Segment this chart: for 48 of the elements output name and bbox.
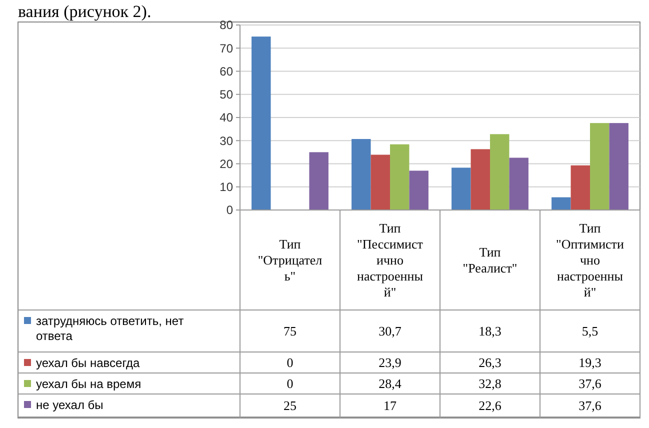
data-label: 0: [286, 355, 294, 370]
x-tick-label: Тип "Отрицатель": [258, 236, 323, 284]
bar: [309, 152, 328, 210]
data-label: 32,8: [478, 376, 502, 392]
bar: [490, 134, 510, 210]
data-label: 26,3: [478, 355, 502, 370]
bar: [609, 123, 628, 210]
data-label: 18,3: [478, 324, 502, 339]
y-tick-label: 30: [220, 134, 234, 148]
data-label: 17: [384, 398, 397, 414]
bar: [252, 36, 271, 210]
text: вания (рисунок 2).: [18, 2, 152, 21]
data-label: 25: [284, 398, 296, 414]
y-tick-label: 60: [220, 64, 234, 78]
data-label: 75: [284, 324, 296, 339]
data-label: 37,6: [578, 376, 602, 392]
legend-label: уехал бы на время: [36, 377, 142, 392]
y-tick-label: 50: [220, 88, 234, 102]
data-label: 28,4: [378, 376, 402, 392]
data-label: 30,7: [378, 324, 402, 339]
data-label: 37,6: [578, 398, 602, 414]
bar: [352, 139, 371, 210]
data-label: 5,5: [582, 324, 598, 339]
x-tick-label: Тип "Пессимистично настроенный": [357, 220, 424, 300]
bar: [552, 197, 571, 210]
y-tick-label: 40: [220, 110, 234, 125]
data-label: 23,9: [378, 355, 402, 370]
y-tick-label: 70: [220, 41, 234, 56]
x-tick-label: Тип "Реалист": [462, 244, 518, 276]
bar: [452, 168, 471, 210]
bar: [470, 149, 490, 210]
bar: [509, 158, 528, 210]
bar: [409, 170, 428, 210]
bar: [390, 144, 410, 210]
bar: [570, 165, 590, 210]
y-tick-label: 10: [220, 180, 234, 194]
data-label: 0: [286, 376, 294, 392]
x-tick-label: Тип "Оптимистично настроенный": [556, 220, 624, 300]
legend-label: уехал бы навсегда: [36, 356, 140, 370]
data-label: 22,6: [478, 398, 502, 414]
y-tick-label: 20: [220, 156, 234, 171]
legend-label: не уехал бы: [36, 398, 104, 412]
y-tick-label: 0: [226, 203, 234, 218]
bar: [370, 154, 390, 210]
data-label: 19,3: [578, 355, 602, 370]
bar: [590, 123, 610, 210]
legend-label: затрудняюсь ответить, нет ответа: [36, 314, 184, 344]
y-tick-label: 80: [220, 18, 234, 32]
